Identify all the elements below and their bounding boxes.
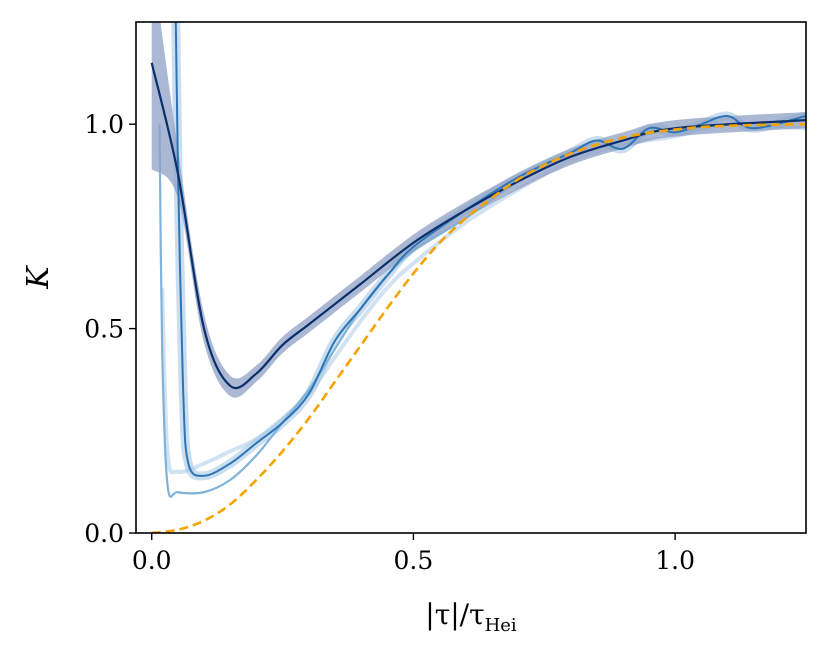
series-medium-line <box>174 22 806 477</box>
plot-frame <box>135 21 807 534</box>
series-dark-line <box>150 62 806 390</box>
ticks-layer: 0.0 0.5 1.0 0.0 0.5 1.0 <box>84 110 695 575</box>
series-dark-band <box>151 22 806 398</box>
y-tick-label: 1.0 <box>84 110 124 139</box>
plot-layer <box>150 22 806 533</box>
x-tick-label: 0.0 <box>132 546 172 575</box>
x-axis-label-subscript: Hei <box>485 615 517 636</box>
x-tick-label: 1.0 <box>655 546 695 575</box>
x-axis-label: |τ|/τHei <box>425 598 517 636</box>
x-tick-label: 0.5 <box>394 546 434 575</box>
y-axis-label: K <box>21 265 56 290</box>
y-tick-label: 0.0 <box>84 519 124 548</box>
x-axis-label-main: |τ|/τ <box>425 598 484 631</box>
y-tick-label: 0.5 <box>84 315 124 344</box>
